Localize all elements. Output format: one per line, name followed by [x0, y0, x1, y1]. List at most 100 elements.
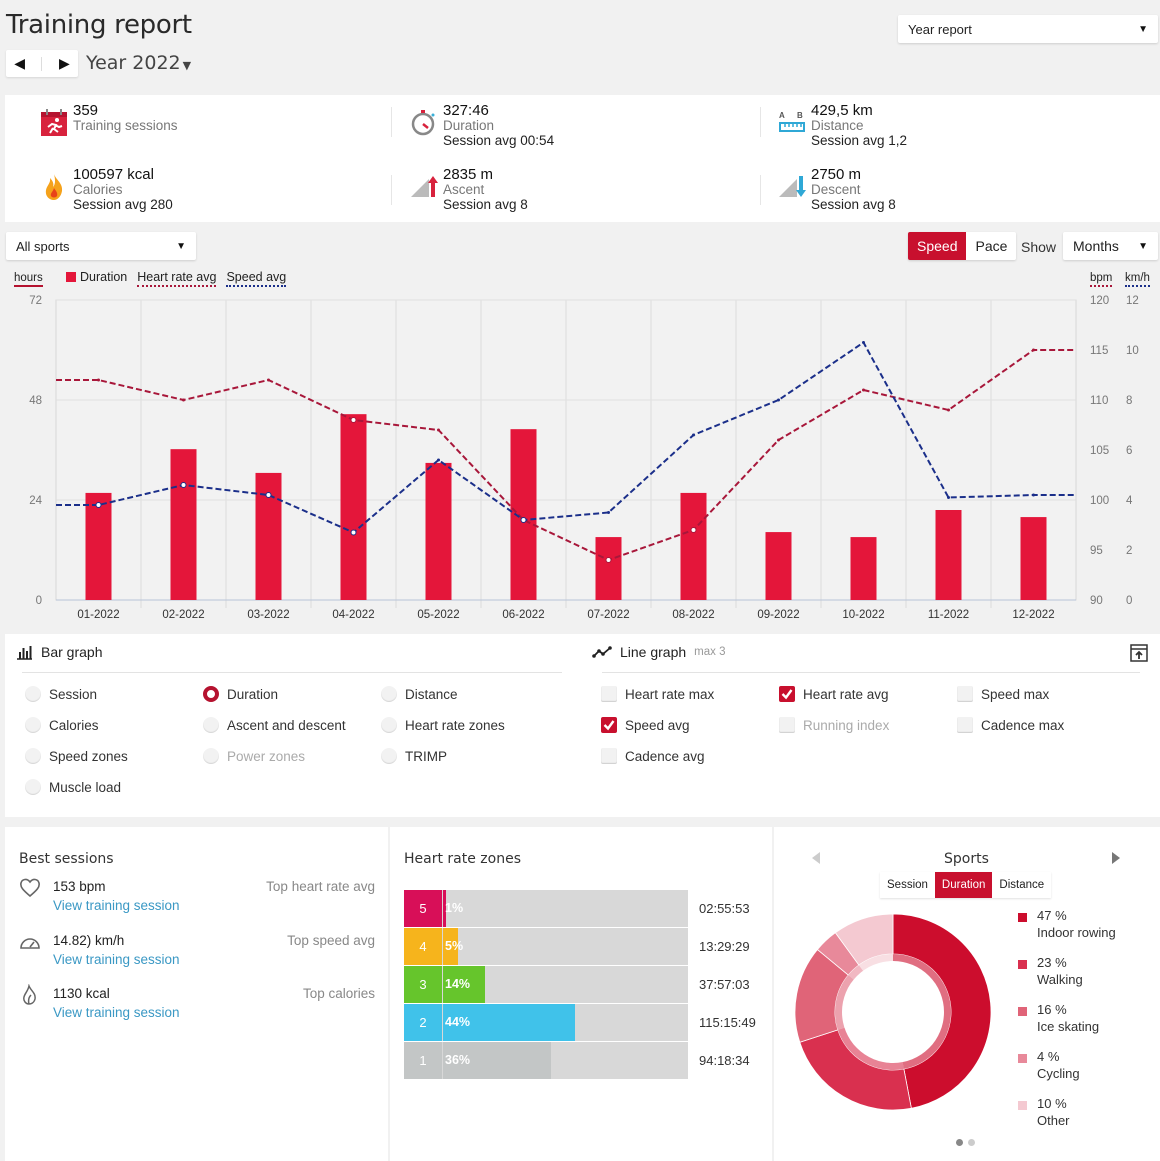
- checkbox[interactable]: [957, 717, 973, 733]
- bar-option-ascent-and-descent[interactable]: Ascent and descent: [203, 717, 346, 733]
- bar-chart-icon: [17, 646, 32, 660]
- export-icon[interactable]: [1130, 644, 1148, 662]
- left-axis-tick: 48: [29, 395, 42, 407]
- line-option-speed-avg[interactable]: Speed avg: [601, 717, 690, 733]
- duration-bars: [85, 414, 1047, 600]
- bar-option-calories[interactable]: Calories: [25, 717, 99, 733]
- show-period-select[interactable]: Months ▼: [1063, 232, 1158, 260]
- checkbox[interactable]: [601, 748, 617, 764]
- bpm-axis-tick: 105: [1090, 445, 1109, 457]
- nav-divider: [41, 56, 43, 71]
- bar-option-trimp[interactable]: TRIMP: [381, 748, 447, 764]
- left-axis-tick: 0: [36, 595, 42, 607]
- checkbox[interactable]: [601, 686, 617, 702]
- radio-button[interactable]: [25, 779, 41, 795]
- previous-period-button[interactable]: ◀: [14, 55, 26, 71]
- period-dropdown[interactable]: Year 2022 ▼: [86, 52, 191, 74]
- tab-duration[interactable]: Duration: [934, 872, 993, 898]
- running-calendar-icon: [41, 109, 67, 136]
- best-value: 14.82) km/h: [53, 933, 125, 948]
- zone-number: 5: [404, 890, 442, 927]
- duration-bar: [85, 492, 112, 600]
- bar-option-power-zones: Power zones: [203, 748, 305, 764]
- zone-number: 2: [404, 1004, 442, 1041]
- kmh-axis-tick: 10: [1126, 345, 1139, 357]
- bpm-axis-tick: 100: [1090, 495, 1109, 507]
- line-graph-title: Line graph: [620, 644, 687, 660]
- bar-option-muscle-load[interactable]: Muscle load: [25, 779, 121, 795]
- tab-session[interactable]: Session: [880, 872, 935, 898]
- best-category: Top heart rate avg: [266, 879, 375, 894]
- bar-option-session[interactable]: Session: [25, 686, 97, 702]
- page-title: Training report: [6, 10, 192, 40]
- bar-graph-title: Bar graph: [41, 644, 103, 660]
- radio-button[interactable]: [381, 686, 397, 702]
- line-option-heart-rate-avg[interactable]: Heart rate avg: [779, 686, 889, 702]
- legend-speed-avg[interactable]: Speed avg: [226, 270, 287, 287]
- x-axis-tick: 01-2022: [77, 609, 119, 621]
- view-training-session-link[interactable]: View training session: [53, 898, 180, 913]
- zone-fill-bar: [443, 966, 485, 1003]
- bar-graph-header: Bar graph: [16, 644, 102, 660]
- tab-distance[interactable]: Distance: [992, 872, 1052, 898]
- radio-button[interactable]: [381, 748, 397, 764]
- kmh-axis-tick: 0: [1126, 595, 1132, 607]
- stat-label: Training sessions: [73, 118, 178, 133]
- checkbox[interactable]: [779, 686, 795, 702]
- radio-button[interactable]: [203, 748, 219, 764]
- sport-filter-select[interactable]: All sports ▼: [6, 232, 196, 260]
- report-type-select[interactable]: Year report ▼: [898, 15, 1158, 43]
- line-option-cadence-max[interactable]: Cadence max: [957, 717, 1064, 733]
- bar-option-duration[interactable]: Duration: [203, 686, 278, 702]
- bar-option-heart-rate-zones[interactable]: Heart rate zones: [381, 717, 505, 733]
- divider: [760, 175, 761, 205]
- radio-button[interactable]: [203, 686, 219, 702]
- speed-avg-point: [437, 458, 440, 462]
- radio-button[interactable]: [25, 717, 41, 733]
- heart-rate-zones-title: Heart rate zones: [404, 851, 521, 867]
- line-option-cadence-avg[interactable]: Cadence avg: [601, 748, 705, 764]
- option-label: Speed avg: [625, 717, 690, 733]
- checkbox[interactable]: [601, 717, 617, 733]
- previous-chart-arrow-icon[interactable]: [810, 851, 822, 865]
- legend-duration[interactable]: Duration: [66, 270, 127, 287]
- page-dot-active[interactable]: [956, 1139, 963, 1146]
- chart-lines: [56, 341, 1076, 563]
- speed-toggle-button[interactable]: Speed: [908, 232, 967, 260]
- pace-toggle-button[interactable]: Pace: [966, 232, 1017, 260]
- x-axis-tick: 10-2022: [842, 609, 884, 621]
- option-label: Heart rate avg: [803, 686, 889, 702]
- bar-option-distance[interactable]: Distance: [381, 686, 458, 702]
- view-training-session-link[interactable]: View training session: [53, 952, 180, 967]
- bar-option-speed-zones[interactable]: Speed zones: [25, 748, 128, 764]
- zone-time: 37:57:03: [699, 977, 750, 992]
- caret-down-icon: ▼: [182, 59, 192, 72]
- checkbox[interactable]: [957, 686, 973, 702]
- stat-descent: 2750 m Descent Session avg 8: [777, 167, 896, 213]
- page-dot[interactable]: [968, 1139, 975, 1146]
- speed-avg-point: [607, 511, 610, 514]
- zone-number: 1: [404, 1042, 442, 1079]
- legend-heart-rate-avg[interactable]: Heart rate avg: [137, 270, 217, 287]
- speed-avg-point: [265, 492, 272, 498]
- legend-swatch: [1018, 960, 1027, 969]
- stat-sub: Session avg 1,2: [811, 133, 908, 148]
- checkbox[interactable]: [779, 717, 795, 733]
- next-period-button[interactable]: ▶: [58, 55, 70, 71]
- radio-button[interactable]: [203, 717, 219, 733]
- heart-icon: [20, 878, 40, 898]
- zone-percent: 1%: [445, 901, 464, 915]
- line-option-heart-rate-max[interactable]: Heart rate max: [601, 686, 714, 702]
- summary-panel: 359 Training sessions 327:46 Duration Se…: [5, 95, 1160, 222]
- next-chart-arrow-icon[interactable]: [1110, 851, 1122, 865]
- view-training-session-link[interactable]: View training session: [53, 1005, 180, 1020]
- radio-button[interactable]: [381, 717, 397, 733]
- duration-bar: [340, 414, 367, 600]
- sport-name: Cycling: [1037, 1066, 1080, 1081]
- speed-avg-point: [1032, 493, 1035, 497]
- kmh-axis-tick: 12: [1126, 295, 1139, 307]
- line-option-speed-max[interactable]: Speed max: [957, 686, 1049, 702]
- radio-button[interactable]: [25, 748, 41, 764]
- radio-button[interactable]: [25, 686, 41, 702]
- caret-down-icon: ▼: [1138, 23, 1148, 35]
